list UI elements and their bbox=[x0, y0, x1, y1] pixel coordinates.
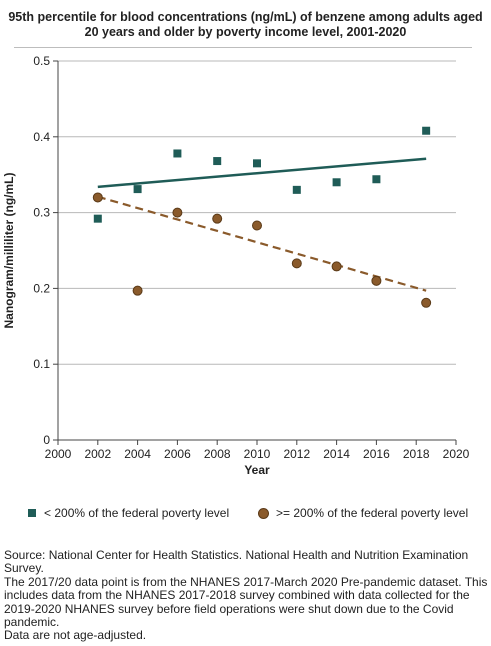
x-tick-label: 2006 bbox=[164, 447, 191, 461]
trend-line-above-200 bbox=[97, 195, 427, 292]
y-tick-label: 0 bbox=[43, 433, 50, 447]
data-point-above-200 bbox=[132, 285, 143, 296]
trend-line-below-200 bbox=[97, 157, 427, 189]
chart-plot: 0 0.1 0.2 0.3 0.4 0.5 2000 2002 2004 2006 2008 2010… bbox=[2, 54, 470, 477]
legend-item-above-200: >= 200% of the federal poverty level bbox=[258, 506, 468, 520]
y-tick-label: 0.5 bbox=[33, 54, 50, 68]
y-axis-label: Nanogram/milliliter (ng/mL) bbox=[2, 172, 16, 328]
data-point-below-200 bbox=[253, 159, 261, 168]
age-adjust-note: Data are not age-adjusted. bbox=[4, 628, 147, 643]
data-point-below-200 bbox=[93, 214, 102, 223]
x-tick-label: 2002 bbox=[84, 447, 111, 461]
y-tick-label: 0.1 bbox=[33, 357, 50, 371]
legend-label-above-200: >= 200% of the federal poverty level bbox=[276, 506, 469, 520]
data-point-below-200 bbox=[422, 126, 431, 135]
legend-label-below-200: < 200% of the federal poverty level bbox=[44, 506, 230, 520]
x-tick-label: 2020 bbox=[443, 447, 470, 461]
x-tick-label: 2018 bbox=[403, 447, 430, 461]
x-tick-label: 2014 bbox=[323, 447, 350, 461]
legend-square-marker bbox=[28, 509, 36, 517]
x-tick-label: 2010 bbox=[244, 447, 271, 461]
data-point-below-200 bbox=[133, 185, 142, 194]
data-point-below-200 bbox=[372, 175, 381, 184]
data-point-above-200 bbox=[291, 258, 302, 269]
x-axis-label: Year bbox=[244, 463, 270, 477]
data-point-above-200 bbox=[92, 192, 103, 203]
legend-circle-marker bbox=[258, 507, 269, 519]
data-point-above-200 bbox=[252, 220, 262, 231]
data-point-below-200 bbox=[292, 185, 301, 194]
legend-item-below-200: < 200% of the federal poverty level bbox=[28, 506, 229, 520]
data-point-below-200 bbox=[332, 178, 341, 187]
x-tick-label: 2004 bbox=[124, 447, 151, 461]
source-note: Source: National Center for Health Stati… bbox=[4, 548, 469, 576]
data-point-below-200 bbox=[173, 149, 182, 158]
x-tick-label: 2000 bbox=[45, 447, 72, 461]
y-tick-label: 0.4 bbox=[33, 130, 50, 144]
y-tick-label: 0.2 bbox=[33, 281, 50, 295]
data-point-below-200 bbox=[213, 157, 222, 166]
chart-title: 95th percentile for blood concentrations… bbox=[8, 10, 483, 39]
dataset-note: The 2017/20 data point is from the NHANE… bbox=[4, 574, 488, 630]
data-point-above-200 bbox=[331, 261, 342, 272]
data-point-above-200 bbox=[421, 297, 432, 308]
data-point-above-200 bbox=[212, 213, 223, 224]
data-point-above-200 bbox=[172, 207, 183, 218]
x-tick-label: 2012 bbox=[283, 447, 310, 461]
x-tick-label: 2008 bbox=[204, 447, 231, 461]
data-point-above-200 bbox=[371, 275, 382, 286]
x-tick-label: 2016 bbox=[363, 447, 390, 461]
title-divider bbox=[14, 47, 472, 48]
y-tick-label: 0.3 bbox=[33, 206, 50, 220]
chart-notes: Source: National Center for Health Stati… bbox=[4, 548, 488, 643]
